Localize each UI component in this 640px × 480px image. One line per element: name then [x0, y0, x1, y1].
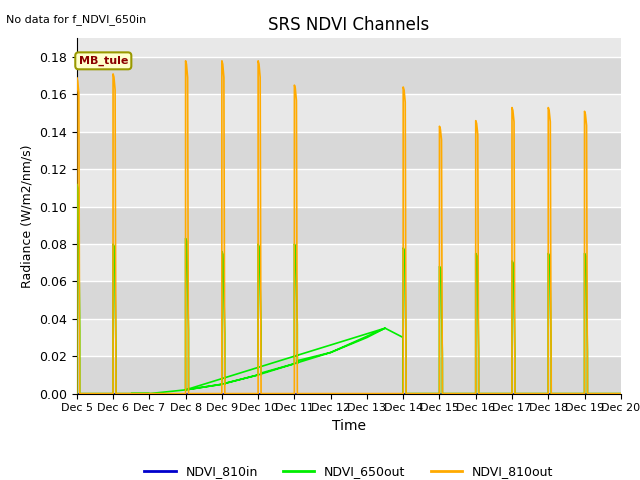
Bar [77, 57, 621, 95]
Bar [77, 319, 621, 356]
Bar [77, 244, 621, 281]
Bar [77, 132, 621, 169]
Bar [77, 95, 621, 132]
Y-axis label: Radiance (W/m2/nm/s): Radiance (W/m2/nm/s) [20, 144, 33, 288]
Legend: NDVI_810in, NDVI_650out, NDVI_810out: NDVI_810in, NDVI_650out, NDVI_810out [140, 460, 558, 480]
Bar [77, 356, 621, 394]
Bar [77, 169, 621, 207]
Text: MB_tule: MB_tule [79, 56, 128, 66]
X-axis label: Time: Time [332, 419, 366, 433]
Text: No data for f_NDVI_650in: No data for f_NDVI_650in [6, 14, 147, 25]
Title: SRS NDVI Channels: SRS NDVI Channels [268, 16, 429, 34]
Bar [77, 281, 621, 319]
Bar [77, 207, 621, 244]
